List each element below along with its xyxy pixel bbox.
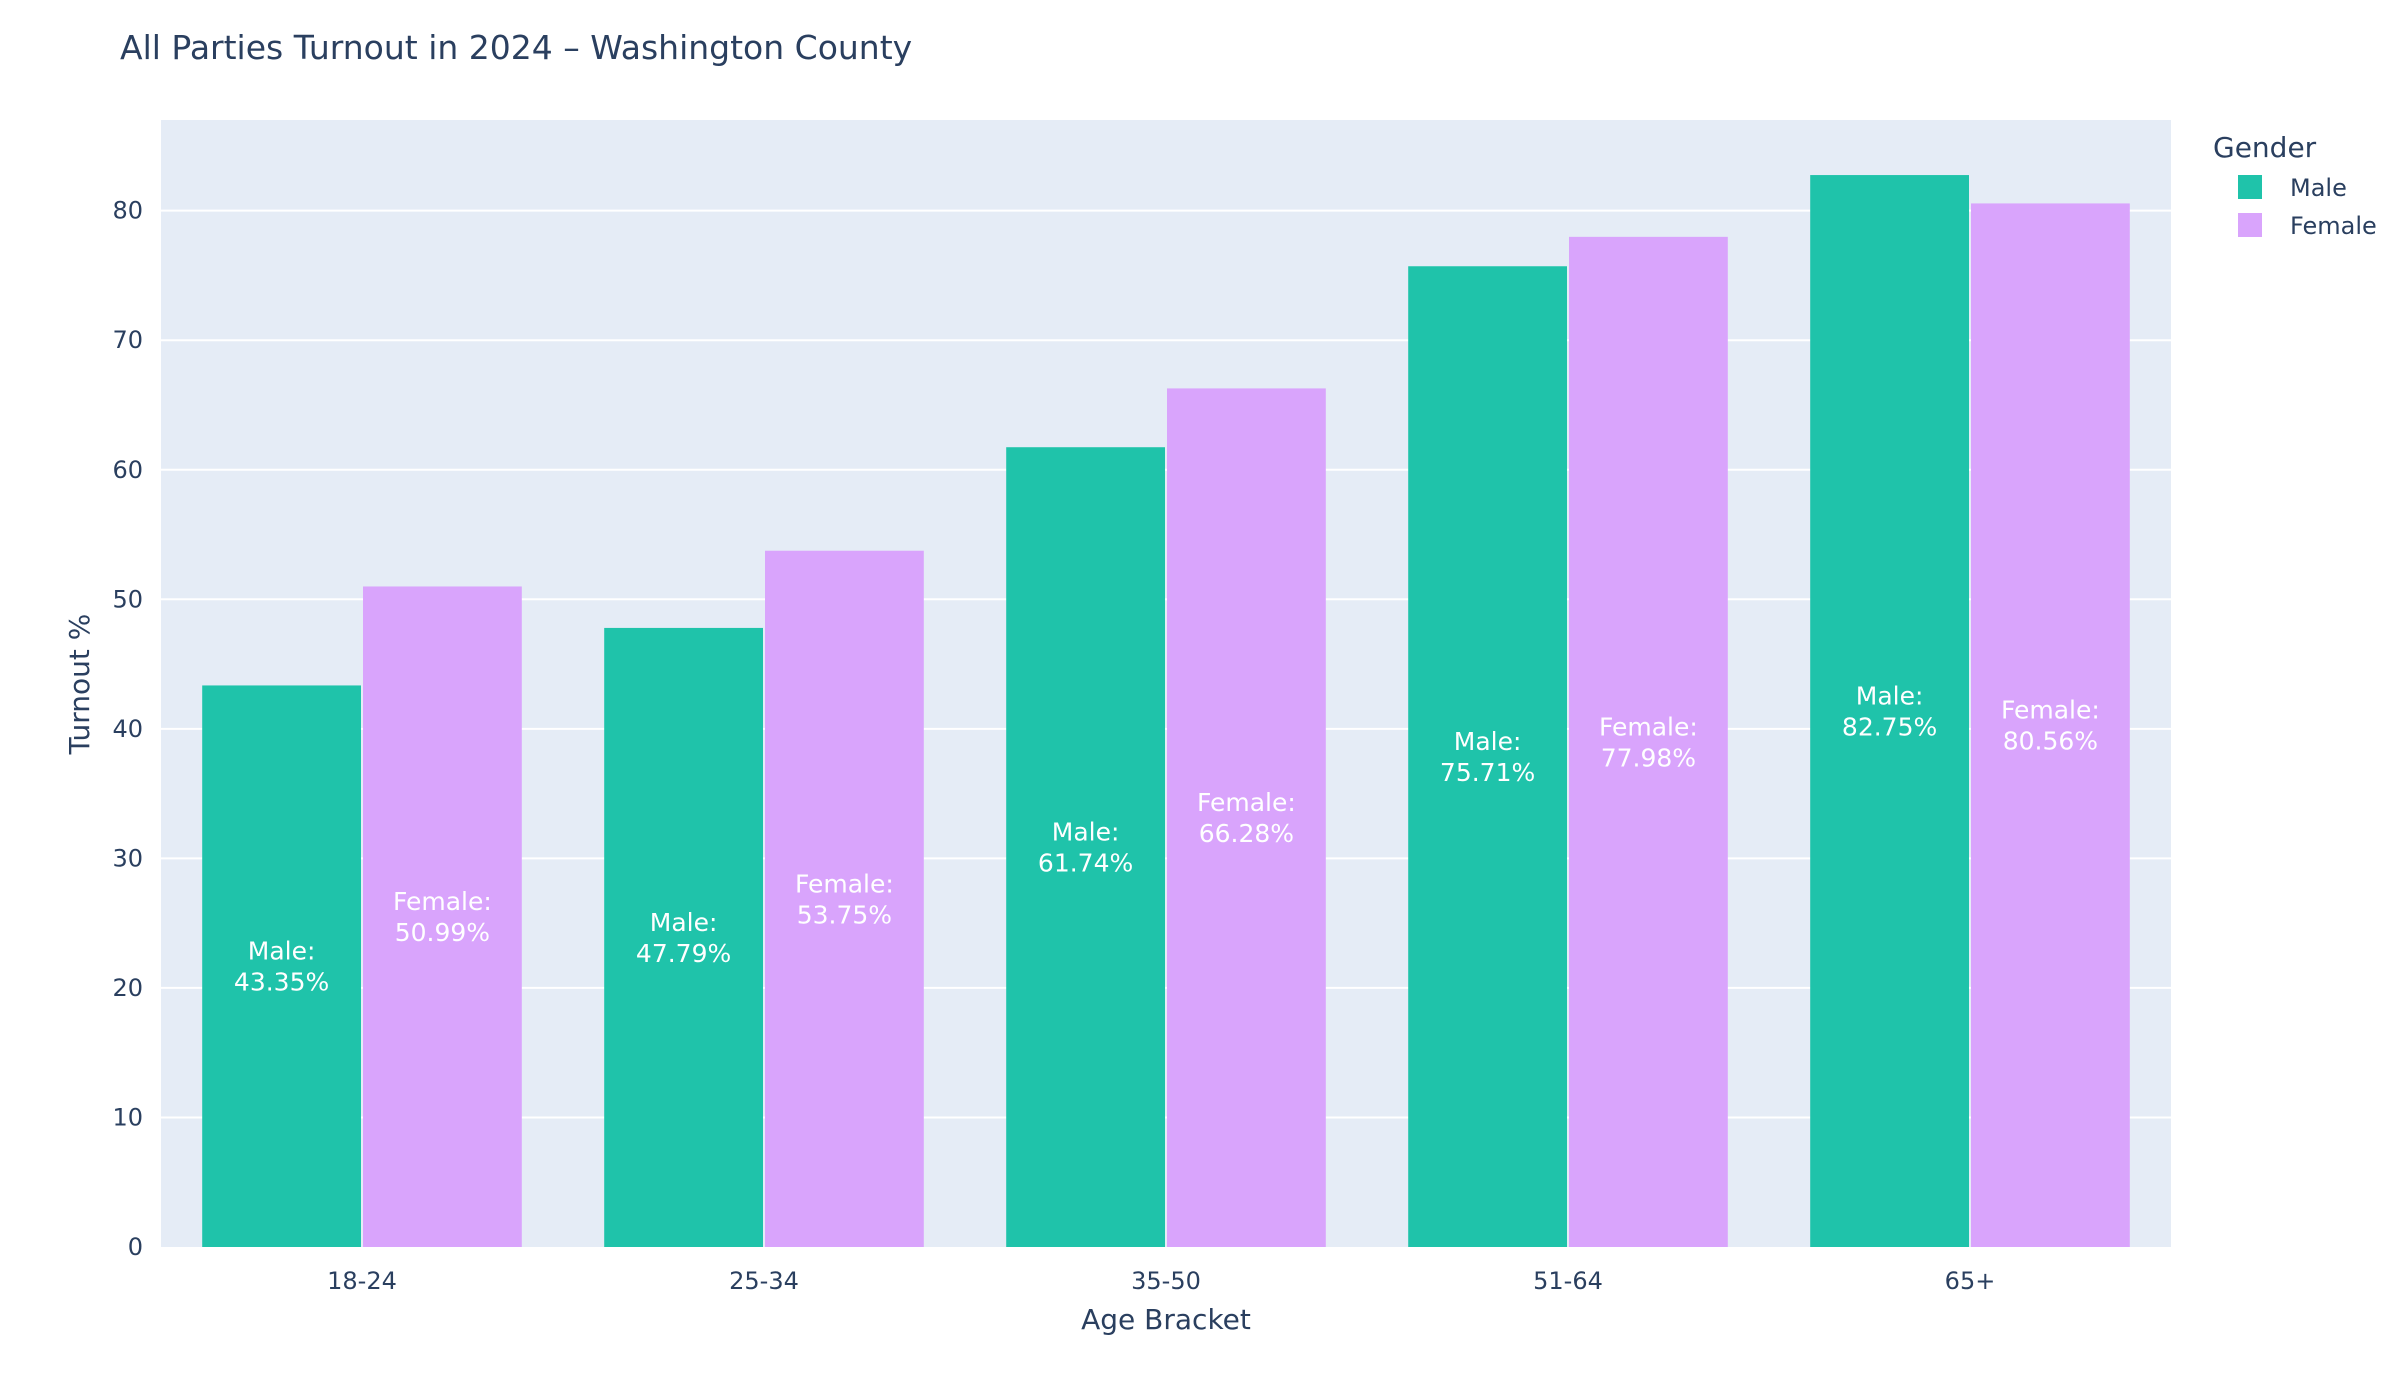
y-tick-label: 40 xyxy=(112,715,143,743)
y-tick-label: 10 xyxy=(112,1103,143,1131)
bar-female xyxy=(1167,388,1326,1247)
legend-label-female: Female xyxy=(2290,212,2377,240)
bar-data-label: Female: 50.99% xyxy=(393,887,492,947)
y-tick-label: 20 xyxy=(112,974,143,1002)
legend: Gender Male Female xyxy=(2213,131,2377,240)
chart-title: All Parties Turnout in 2024 – Washington… xyxy=(120,28,912,67)
y-tick-label: 30 xyxy=(112,844,143,872)
x-tick-label: 25-34 xyxy=(729,1267,799,1295)
bar-data-label: Female: 66.28% xyxy=(1197,788,1296,848)
legend-title: Gender xyxy=(2213,131,2317,164)
y-axis-ticks: 0 10 20 30 40 50 60 70 80 xyxy=(112,197,143,1261)
bar-female xyxy=(765,550,924,1247)
legend-swatch-female xyxy=(2238,213,2262,237)
y-tick-label: 70 xyxy=(112,326,143,354)
y-tick-label: 60 xyxy=(112,456,143,484)
x-tick-label: 51-64 xyxy=(1533,1267,1603,1295)
x-tick-label: 18-24 xyxy=(327,1267,397,1295)
bar-male xyxy=(604,627,763,1247)
bar-female xyxy=(1971,203,2130,1247)
legend-swatch-male xyxy=(2238,175,2262,199)
bar-data-label: Female: 80.56% xyxy=(2001,696,2100,756)
y-tick-label: 0 xyxy=(128,1233,143,1261)
bar-male xyxy=(1408,266,1567,1247)
bar-data-label: Male: 75.71% xyxy=(1440,727,1535,787)
x-tick-label: 35-50 xyxy=(1131,1267,1201,1295)
bar-female xyxy=(363,586,522,1247)
bar-data-label: Female: 53.75% xyxy=(795,869,894,929)
bars xyxy=(202,175,2130,1248)
bar-labels: Male: 43.35% Female: 50.99% Male: 47.79% Femal… xyxy=(234,682,2100,997)
bar-data-label: Male: 47.79% xyxy=(636,908,731,968)
bar-male xyxy=(1810,175,1969,1248)
y-tick-label: 50 xyxy=(112,585,143,613)
bar-data-label: Male: 61.74% xyxy=(1038,818,1133,878)
legend-label-male: Male xyxy=(2290,174,2347,202)
bar-male xyxy=(1006,447,1165,1247)
x-tick-label: 65+ xyxy=(1945,1267,1996,1295)
bar-data-label: Male: 82.75% xyxy=(1842,682,1937,742)
x-axis-title: Age Bracket xyxy=(1081,1303,1251,1336)
y-axis-title: Turnout % xyxy=(63,614,96,756)
bar-female xyxy=(1569,236,1728,1248)
bar-male xyxy=(202,685,361,1247)
x-axis-ticks: 18-24 25-34 35-50 51-64 65+ xyxy=(327,1267,1995,1295)
y-tick-label: 80 xyxy=(112,197,143,225)
bar-data-label: Male: 43.35% xyxy=(234,937,329,997)
bar-data-label: Female: 77.98% xyxy=(1599,712,1698,772)
